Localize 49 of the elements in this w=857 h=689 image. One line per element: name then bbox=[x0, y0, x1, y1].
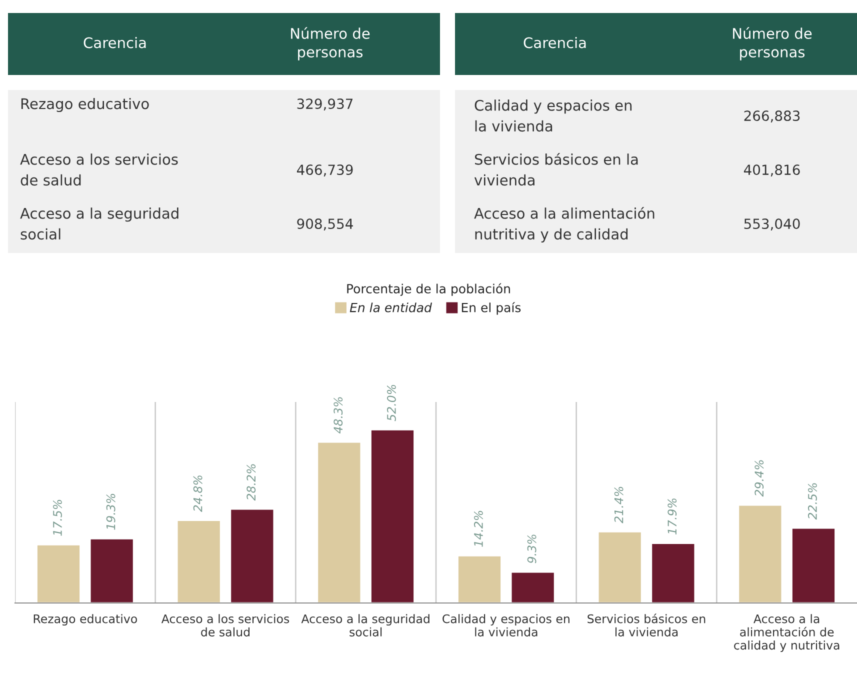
legend-title: Porcentaje de la población bbox=[347, 283, 510, 296]
text: Acceso a la seguridad social bbox=[20, 208, 178, 240]
text: 553,040 bbox=[744, 218, 800, 230]
data-label: 14.2% bbox=[474, 510, 483, 547]
bar bbox=[370, 429, 415, 603]
legend-label: En la entidad bbox=[350, 302, 432, 312]
data-label: 22.5% bbox=[808, 483, 817, 520]
text: Número de personas bbox=[291, 27, 370, 60]
x-tick-label: Rezago educativo bbox=[34, 614, 137, 626]
text: 401,816 bbox=[744, 164, 800, 176]
bar bbox=[597, 530, 642, 603]
data-label: 24.8% bbox=[193, 476, 202, 512]
bar bbox=[650, 542, 696, 603]
data-label: 9.3% bbox=[527, 534, 536, 564]
x-tick-label: Servicios básicos en la vivienda bbox=[588, 614, 706, 636]
text: 266,883 bbox=[744, 110, 800, 122]
bar bbox=[738, 504, 783, 603]
x-tick-label: Acceso a los servicios de salud bbox=[161, 614, 290, 636]
data-label: 17.5% bbox=[53, 500, 62, 536]
data-label: 28.2% bbox=[246, 464, 256, 501]
data-label: 48.3% bbox=[334, 397, 343, 434]
data-label: 19.3% bbox=[106, 494, 116, 530]
text: 329,937 bbox=[297, 98, 353, 110]
bar bbox=[36, 544, 81, 603]
text: Carencia bbox=[524, 36, 586, 48]
bar bbox=[791, 527, 836, 603]
legend-label: En el país bbox=[462, 302, 521, 315]
bar bbox=[316, 441, 362, 603]
text: Acceso a la alimentación nutritiva y de calidad bbox=[474, 206, 654, 242]
text: Rezago educativo bbox=[21, 98, 149, 112]
bar bbox=[230, 508, 275, 603]
text: Calidad y espacios en la vivienda bbox=[474, 100, 632, 132]
text: Número de personas bbox=[733, 27, 812, 60]
bar bbox=[457, 554, 502, 603]
x-tick-label: Calidad y espacios en la vivienda bbox=[442, 614, 570, 636]
x-tick-label: Acceso a la seguridad social bbox=[301, 614, 430, 636]
data-label: 21.4% bbox=[614, 486, 624, 524]
data-label: 29.4% bbox=[754, 460, 764, 497]
text: 466,739 bbox=[296, 164, 353, 176]
bar bbox=[510, 571, 556, 603]
x-tick-label: Acceso a la alimentación de calidad y nutritiva bbox=[734, 614, 840, 652]
text: 908,554 bbox=[297, 218, 353, 230]
data-label: 17.9% bbox=[668, 498, 677, 534]
data-label: 52.0% bbox=[386, 384, 396, 422]
bar bbox=[176, 520, 222, 603]
text: Carencia bbox=[84, 36, 146, 48]
text: Servicios básicos en la vivienda bbox=[474, 152, 638, 186]
text: Acceso a los servicios de salud bbox=[20, 154, 178, 186]
bar bbox=[89, 538, 134, 603]
